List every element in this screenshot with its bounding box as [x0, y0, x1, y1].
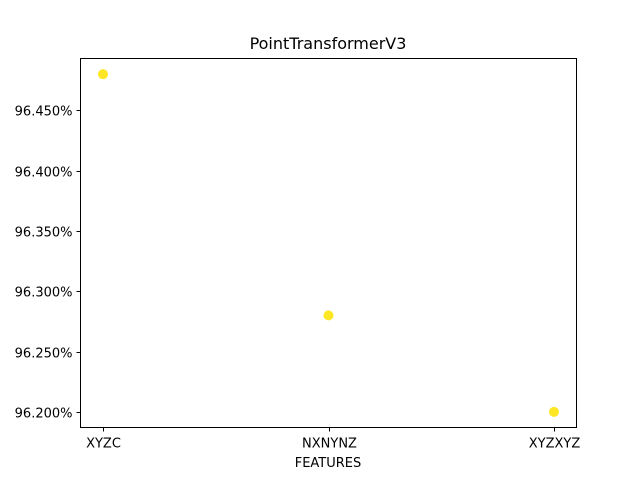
- x-tick-label: XYZC: [86, 437, 121, 452]
- x-tick-label: XYZXYZ: [529, 437, 581, 452]
- plot-frame: [80, 58, 577, 428]
- y-tick-label: 96.300%: [15, 286, 73, 301]
- data-point: [98, 69, 108, 80]
- x-tick-label: NXNYNZ: [302, 437, 357, 452]
- data-point: [323, 310, 334, 321]
- data-points: [98, 69, 559, 417]
- y-tick-label: 96.400%: [15, 166, 73, 181]
- x-axis-label: FEATURES: [295, 456, 362, 471]
- y-tick-label: 96.200%: [15, 407, 73, 422]
- y-tick-label: 96.350%: [15, 226, 73, 241]
- chart-title: PointTransformerV3: [250, 34, 407, 53]
- y-axis: 96.200% 96.250% 96.300% 96.350% 96.400% 96.45…: [15, 105, 81, 422]
- data-point: [549, 406, 559, 417]
- x-axis: XYZC NXNYNZ XYZXYZ: [86, 427, 581, 452]
- y-tick-label: 96.250%: [15, 347, 73, 362]
- y-tick-label: 96.450%: [15, 105, 73, 120]
